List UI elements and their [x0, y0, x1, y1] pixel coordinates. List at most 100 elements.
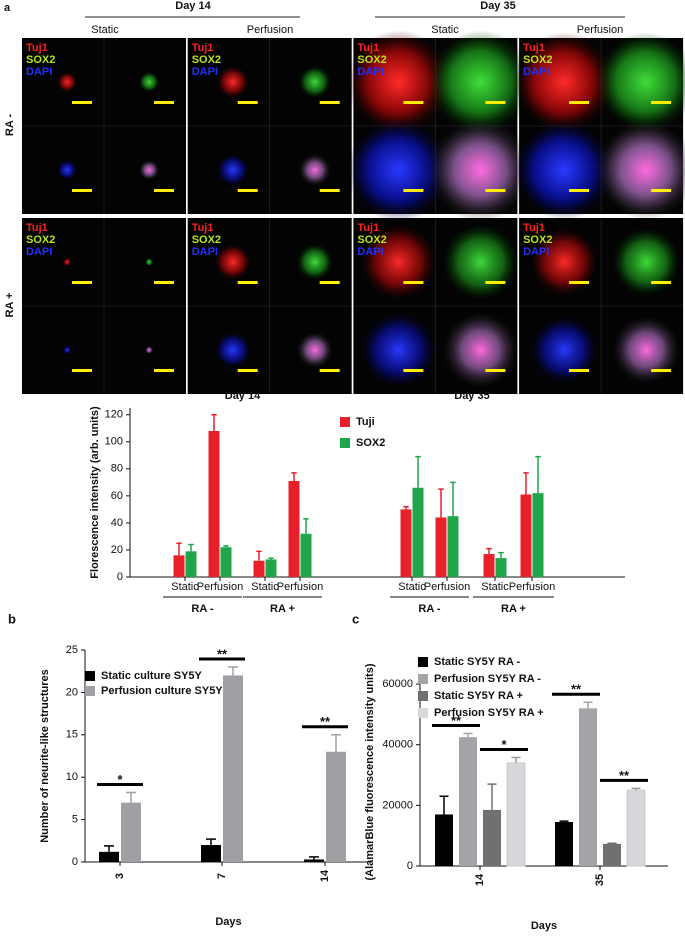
bar	[304, 859, 324, 862]
scale-bar	[569, 369, 590, 372]
scale-bar	[569, 189, 590, 192]
x-tick-label: Static	[398, 581, 426, 593]
group-label: RA -	[191, 603, 214, 615]
micrograph-blob	[514, 120, 615, 220]
scale-bar	[319, 281, 340, 284]
bar	[555, 822, 573, 866]
legend-swatch	[85, 686, 95, 696]
scale-bar	[237, 369, 258, 372]
bar	[300, 533, 312, 577]
condition-header: Static	[431, 24, 459, 36]
x-tick-label: 14	[319, 869, 331, 882]
scale-bar	[403, 281, 424, 284]
x-tick-label: Static	[481, 581, 509, 593]
y-tick-label: 100	[105, 436, 123, 448]
channel-label: SOX2	[192, 54, 221, 66]
bar	[435, 517, 447, 577]
bar	[220, 547, 232, 577]
y-tick-label: 120	[105, 409, 123, 421]
bar	[447, 516, 459, 577]
channel-label: SOX2	[357, 54, 386, 66]
significance-label: **	[619, 768, 630, 783]
bar	[532, 493, 544, 577]
scale-bar	[485, 369, 506, 372]
x-tick-label: Perfusion	[277, 581, 323, 593]
micrograph-blob	[442, 224, 519, 300]
bar	[520, 494, 532, 577]
bar	[185, 551, 197, 577]
x-tick-label: Perfusion	[509, 581, 555, 593]
row-label: RA +	[4, 293, 16, 318]
scale-bar	[651, 101, 672, 104]
legend-label: Perfusion culture SY5Y	[101, 685, 223, 697]
bar	[603, 843, 621, 866]
significance-label: **	[320, 714, 331, 729]
day-header: Day 35	[480, 0, 515, 12]
micrograph-blob	[145, 258, 154, 266]
legend-label: Tuji	[356, 416, 375, 428]
micrograph-blob	[63, 346, 72, 354]
y-tick-label: 60000	[382, 678, 413, 690]
scale-bar	[403, 369, 424, 372]
panel-label: b	[8, 611, 16, 626]
legend-swatch	[418, 691, 428, 701]
channel-label: Tuj1	[192, 222, 214, 234]
x-tick-label: Static	[251, 581, 279, 593]
bar	[201, 845, 221, 862]
y-tick-label: 60	[111, 490, 123, 502]
channel-label: Tuj1	[523, 222, 545, 234]
micrograph-blob	[216, 154, 249, 186]
legend-label: Static SY5Y RA +	[434, 690, 523, 702]
bar	[483, 554, 495, 577]
scale-bar	[319, 369, 340, 372]
micrograph-blob	[63, 258, 72, 266]
micrograph-blob	[360, 312, 437, 388]
bar	[412, 487, 424, 577]
micrograph-blob	[139, 160, 160, 180]
channel-label: SOX2	[523, 234, 552, 246]
micrograph-blob	[346, 30, 451, 134]
significance-label: **	[571, 682, 582, 697]
panel-label: a	[4, 2, 11, 14]
channel-label: SOX2	[192, 234, 221, 246]
micrograph-blob	[296, 332, 333, 368]
scale-bar	[651, 369, 672, 372]
channel-label: DAPI	[357, 246, 383, 258]
micrograph-blob	[139, 72, 160, 92]
significance-label: **	[451, 713, 462, 728]
micrograph-blob	[214, 332, 251, 368]
y-tick-label: 0	[117, 571, 123, 583]
channel-label: SOX2	[523, 54, 552, 66]
y-axis-label: (AlamarBlue fluorescence intensity units…	[364, 663, 376, 880]
channel-label: SOX2	[357, 234, 386, 246]
channel-label: DAPI	[192, 246, 218, 258]
y-tick-label: 20	[111, 544, 123, 556]
micrograph-blob	[298, 154, 331, 186]
channel-label: DAPI	[357, 66, 383, 78]
channel-label: Tuj1	[357, 222, 379, 234]
significance-label: **	[217, 646, 228, 661]
scale-bar	[237, 189, 258, 192]
bar	[459, 737, 477, 866]
x-tick-label: 14	[474, 873, 486, 886]
x-axis-label: Days	[215, 916, 241, 928]
y-tick-label: 20000	[382, 799, 413, 811]
micrograph-blob	[145, 346, 154, 354]
y-tick-label: 40000	[382, 739, 413, 751]
micrograph-blob	[57, 160, 78, 180]
x-tick-label: Static	[171, 581, 199, 593]
micrograph-blob	[57, 72, 78, 92]
significance-label: *	[117, 772, 123, 787]
bar	[223, 675, 243, 862]
bar	[506, 762, 526, 867]
scale-bar	[72, 369, 92, 372]
bar	[288, 481, 300, 577]
bar	[435, 814, 453, 866]
scale-bar	[403, 189, 424, 192]
day-header: Day 14	[175, 0, 211, 12]
x-tick-label: Perfusion	[197, 581, 243, 593]
y-tick-label: 40	[111, 517, 123, 529]
scale-bar	[319, 189, 340, 192]
micrograph-blob	[612, 316, 681, 384]
scale-bar	[651, 281, 672, 284]
